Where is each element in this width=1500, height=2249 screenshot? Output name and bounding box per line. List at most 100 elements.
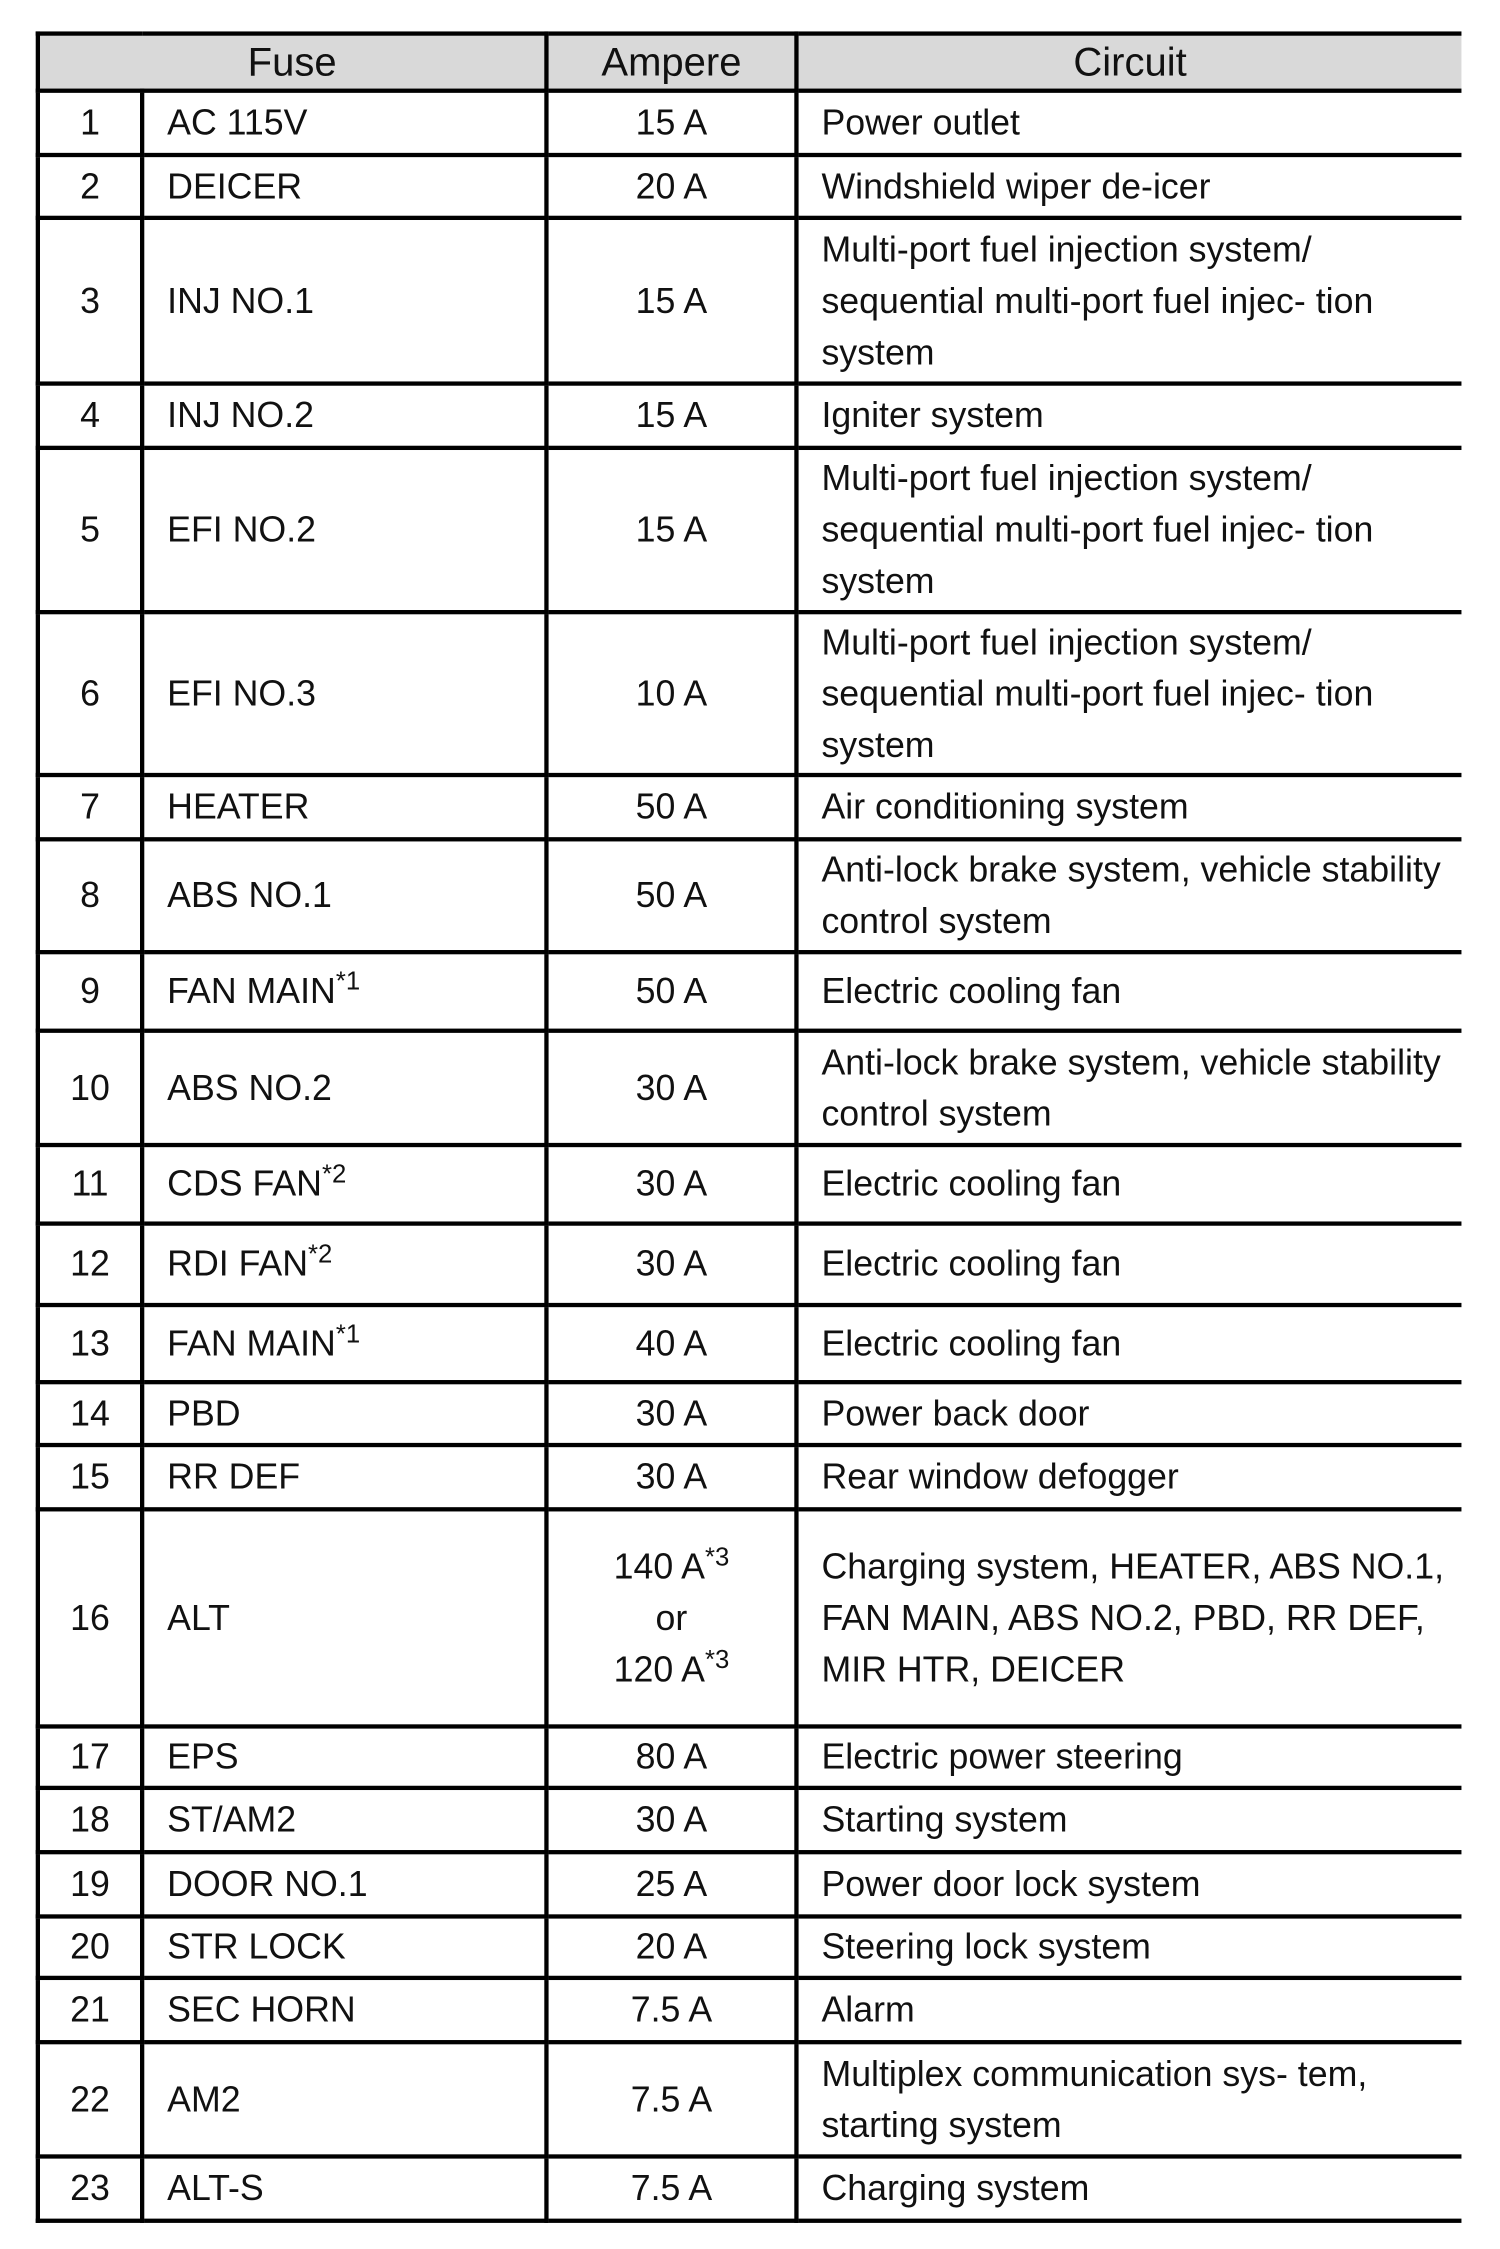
ampere-cell: 15 A: [544, 445, 799, 615]
circuit-cell: Electric cooling fan: [794, 1302, 1462, 1385]
table-row: 14 PBD 30 A Power back door: [35, 1380, 1462, 1448]
ampere-value: 7.5 A: [630, 2168, 713, 2209]
circuit-cell: Air conditioning system: [794, 772, 1462, 842]
fuse-cell: INJ NO.2: [140, 381, 549, 451]
ampere-cell: 50 A: [544, 772, 799, 842]
fuse-number: 17: [35, 1724, 145, 1791]
circuit-cell: Steering lock system: [794, 1914, 1462, 1981]
ampere-cell: 7.5 A: [544, 2154, 799, 2223]
ampere-value: 15 A: [635, 102, 708, 143]
fuse-name: AM2: [167, 2079, 241, 2120]
fuse-name: RR DEF: [167, 1457, 301, 1498]
circuit-cell: Alarm: [794, 1975, 1462, 2045]
footnote-marker: *2: [308, 1239, 333, 1269]
table-row: 17 EPS 80 A Electric power steering: [35, 1724, 1462, 1791]
fuse-name: STR LOCK: [167, 1927, 346, 1968]
fuse-name: EFI NO.3: [167, 673, 316, 714]
circuit-cell: Anti-lock brake system, vehicle stabilit…: [794, 837, 1462, 955]
ampere-cell: 40 A: [544, 1302, 799, 1385]
fuse-name: EPS: [167, 1737, 239, 1778]
fuse-cell: EPS: [140, 1724, 549, 1791]
ampere-value: 140 A: [613, 1546, 705, 1587]
fuse-number: 5: [35, 445, 145, 615]
fuse-cell: ALT-S: [140, 2154, 549, 2223]
fuse-table: Fuse Ampere Circuit 1 AC 115V 15 A Power ou…: [35, 31, 1462, 2223]
ampere-cell: 15 A: [544, 215, 799, 386]
fuse-name: PBD: [167, 1393, 241, 1434]
fuse-name: RDI FAN: [167, 1244, 309, 1285]
fuse-cell: AC 115V: [140, 88, 549, 158]
ampere-cell: 20 A: [544, 152, 799, 221]
fuse-number: 2: [35, 152, 145, 221]
ampere-value: 10 A: [635, 673, 708, 714]
circuit-cell: Starting system: [794, 1785, 1462, 1855]
circuit-cell: Igniter system: [794, 381, 1462, 451]
fuse-name: ALT: [167, 1597, 231, 1638]
ampere-cell: 15 A: [544, 381, 799, 451]
header-row: Fuse Ampere Circuit: [35, 31, 1462, 93]
fuse-cell: AM2: [140, 2040, 549, 2159]
ampere-cell: 20 A: [544, 1914, 799, 1981]
ampere-value: 50 A: [635, 787, 708, 828]
fuse-number: 10: [35, 1028, 145, 1148]
table-row: 20 STR LOCK 20 A Steering lock system: [35, 1914, 1462, 1981]
fuse-name: ALT-S: [167, 2168, 264, 2209]
ampere-cell: 80 A: [544, 1724, 799, 1791]
fuse-cell: HEATER: [140, 772, 549, 842]
ampere-cell: 30 A: [544, 1142, 799, 1226]
fuse-name: INJ NO.1: [167, 280, 315, 321]
table-row: 12 RDI FAN*2 30 A Electric cooling fan: [35, 1221, 1462, 1308]
fuse-name: HEATER: [167, 787, 310, 828]
ampere-cell: 30 A: [544, 1380, 799, 1448]
table-row: 23 ALT-S 7.5 A Charging system: [35, 2154, 1462, 2223]
ampere-cell: 30 A: [544, 1785, 799, 1855]
table-row: 18 ST/AM2 30 A Starting system: [35, 1785, 1462, 1855]
ampere-value: 50 A: [635, 971, 708, 1012]
fuse-name: CDS FAN: [167, 1164, 322, 1205]
ampere-value: 30 A: [635, 1164, 708, 1205]
table-row: 16 ALT 140 A*3 or 120 A*3 Charging system, HE…: [35, 1507, 1462, 1729]
fuse-number: 7: [35, 772, 145, 842]
ampere-value: 30 A: [635, 1800, 708, 1841]
ampere-value: 50 A: [635, 875, 708, 916]
fuse-number: 18: [35, 1785, 145, 1855]
fuse-number: 22: [35, 2040, 145, 2159]
table-row: 2 DEICER 20 A Windshield wiper de-icer: [35, 152, 1462, 221]
fuse-cell: RR DEF: [140, 1442, 549, 1512]
circuit-cell: Multi-port fuel injection system/ sequen…: [794, 445, 1462, 615]
ampere-cell: 30 A: [544, 1221, 799, 1308]
ampere-value: 30 A: [635, 1244, 708, 1285]
ampere-value: 15 A: [635, 395, 708, 436]
circuit-cell: Electric cooling fan: [794, 950, 1462, 1033]
fuse-number: 4: [35, 381, 145, 451]
ampere-value: 7.5 A: [630, 1990, 713, 2031]
fuse-number: 19: [35, 1850, 145, 1919]
ampere-value: 7.5 A: [630, 2079, 713, 2120]
table-row: 11 CDS FAN*2 30 A Electric cooling fan: [35, 1142, 1462, 1226]
ampere-cell: 7.5 A: [544, 1975, 799, 2045]
table-row: 22 AM2 7.5 A Multiplex communication sys- t…: [35, 2040, 1462, 2159]
fuse-cell: ALT: [140, 1507, 549, 1729]
fuse-cell: INJ NO.1: [140, 215, 549, 386]
fuse-number: 23: [35, 2154, 145, 2223]
fuse-name: ABS NO.1: [167, 875, 332, 916]
ampere-value: 30 A: [635, 1457, 708, 1498]
fuse-cell: FAN MAIN*1: [140, 1302, 549, 1385]
table-row: 19 DOOR NO.1 25 A Power door lock system: [35, 1850, 1462, 1919]
table-row: 1 AC 115V 15 A Power outlet: [35, 88, 1462, 158]
table-row: 5 EFI NO.2 15 A Multi-port fuel injection s…: [35, 445, 1462, 615]
fuse-name: FAN MAIN: [167, 971, 336, 1012]
fuse-name: DOOR NO.1: [167, 1864, 368, 1905]
ampere-value: 30 A: [635, 1067, 708, 1108]
table-row: 3 INJ NO.1 15 A Multi-port fuel injection s…: [35, 215, 1462, 386]
circuit-cell: Power back door: [794, 1380, 1462, 1448]
ampere-cell: 15 A: [544, 88, 799, 158]
ampere-value: 20 A: [635, 166, 708, 207]
ampere-alt-value: 120 A: [613, 1649, 705, 1690]
ampere-value: 25 A: [635, 1864, 708, 1905]
fuse-cell: DOOR NO.1: [140, 1850, 549, 1919]
footnote-marker: *3: [704, 1644, 730, 1674]
circuit-cell: Power outlet: [794, 88, 1462, 158]
fuse-name: ST/AM2: [167, 1800, 297, 1841]
ampere-value: 20 A: [635, 1927, 708, 1968]
